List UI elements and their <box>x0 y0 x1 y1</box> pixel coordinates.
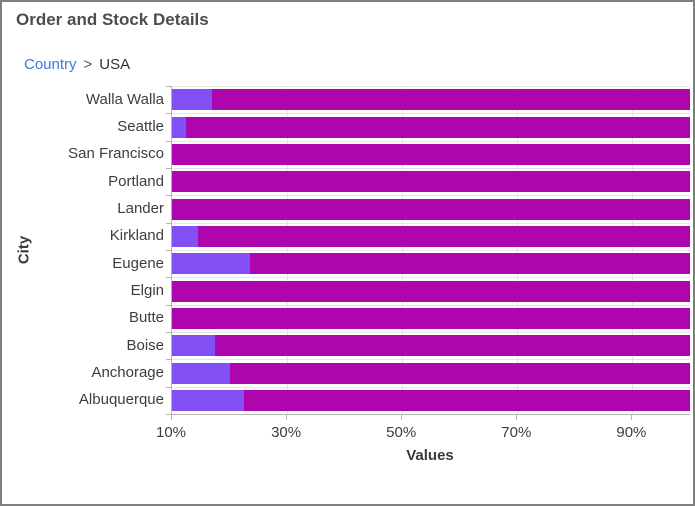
y-axis-tick <box>166 140 171 142</box>
bar-segment-violet[interactable] <box>172 335 216 357</box>
horizontal-gridline <box>172 250 690 251</box>
bar-segment-magenta[interactable] <box>212 89 690 111</box>
y-axis-tick <box>166 222 171 224</box>
bar-segment-violet[interactable] <box>172 89 213 111</box>
x-axis-tick-label: 70% <box>501 424 532 441</box>
chart-title: Order and Stock Details <box>16 10 209 29</box>
bar-segment-magenta[interactable] <box>172 143 690 165</box>
bar-row <box>172 253 690 275</box>
horizontal-gridline <box>172 386 690 388</box>
x-axis-tick <box>631 415 633 420</box>
x-axis-tick <box>516 415 518 420</box>
y-axis-label: Butte <box>128 309 164 327</box>
x-axis-tick <box>171 415 172 420</box>
y-axis-tick <box>166 86 171 87</box>
horizontal-gridline <box>172 277 690 279</box>
bar-segment-magenta[interactable] <box>229 362 690 384</box>
x-axis-tick-label: 50% <box>386 424 417 441</box>
bar-row <box>172 280 690 302</box>
y-axis-tick <box>166 113 171 115</box>
y-axis-label: Albuquerque <box>78 391 164 409</box>
bar-segment-violet[interactable] <box>172 253 250 275</box>
y-axis-tick <box>166 250 171 251</box>
x-axis-tick-label: 30% <box>271 424 302 441</box>
plot-area <box>171 86 690 415</box>
horizontal-gridline <box>172 359 690 361</box>
y-axis-label: Lander <box>117 200 164 217</box>
y-axis-tick <box>166 195 171 197</box>
bar-row <box>172 362 690 384</box>
bar-segment-violet[interactable] <box>172 116 187 138</box>
horizontal-gridline <box>172 140 690 142</box>
y-axis-tick <box>166 386 171 388</box>
y-axis-tick <box>166 277 171 279</box>
breadcrumb-separator-icon: > <box>83 56 93 73</box>
bar-row <box>172 89 690 111</box>
bar-row <box>172 307 690 329</box>
bar-segment-violet[interactable] <box>172 362 230 384</box>
bar-segment-magenta[interactable] <box>243 389 690 411</box>
y-axis-label: Kirkland <box>109 227 164 245</box>
bar-segment-magenta[interactable] <box>215 335 690 357</box>
breadcrumb: Country > USA <box>24 56 130 73</box>
y-axis-tick <box>166 414 171 415</box>
y-axis-label: Anchorage <box>91 364 164 381</box>
y-axis-tick <box>166 304 171 306</box>
bar-row <box>172 171 690 193</box>
bar-segment-violet[interactable] <box>172 389 244 411</box>
horizontal-gridline <box>172 332 690 333</box>
bar-segment-magenta[interactable] <box>172 280 690 302</box>
horizontal-gridline <box>172 304 690 306</box>
bar-row <box>172 143 690 165</box>
bar-segment-magenta[interactable] <box>172 198 690 220</box>
y-axis-label: San Francisco <box>68 145 164 163</box>
breadcrumb-current: USA <box>99 56 131 73</box>
x-axis-tick-label: 10% <box>155 424 187 441</box>
bar-segment-magenta[interactable] <box>197 225 690 247</box>
x-axis-tick-label: 90% <box>616 424 647 441</box>
y-axis-label: Eugene <box>112 254 164 272</box>
y-axis-tick <box>166 359 171 361</box>
bar-row <box>172 116 690 138</box>
horizontal-gridline <box>172 113 690 115</box>
bar-segment-violet[interactable] <box>172 225 198 247</box>
bar-row <box>172 335 690 357</box>
x-axis-title: Values <box>406 447 454 464</box>
bar-row <box>172 225 690 247</box>
bar-row <box>172 389 690 411</box>
horizontal-gridline <box>172 195 690 197</box>
bar-segment-magenta[interactable] <box>172 171 690 193</box>
x-axis-tick <box>401 415 403 420</box>
y-axis-label: Walla Walla <box>85 90 164 108</box>
y-axis-tick <box>166 168 171 169</box>
x-axis-tick <box>286 415 288 420</box>
bar-row <box>172 198 690 220</box>
bar-segment-magenta[interactable] <box>172 307 690 329</box>
chart-region: City Values Walla Walla Seattle San Franci… <box>2 80 693 480</box>
horizontal-gridline <box>172 222 690 224</box>
bar-segment-magenta[interactable] <box>249 253 690 275</box>
y-axis-tick <box>166 332 171 333</box>
horizontal-gridline <box>172 168 690 169</box>
y-axis-label: Seattle <box>117 118 164 135</box>
bar-segment-magenta[interactable] <box>186 116 690 138</box>
breadcrumb-link-country[interactable]: Country <box>24 56 77 73</box>
y-axis-label: Portland <box>108 172 164 190</box>
y-axis-label: Boise <box>126 336 164 354</box>
horizontal-gridline <box>172 86 690 87</box>
y-axis-label: Elgin <box>130 282 164 299</box>
